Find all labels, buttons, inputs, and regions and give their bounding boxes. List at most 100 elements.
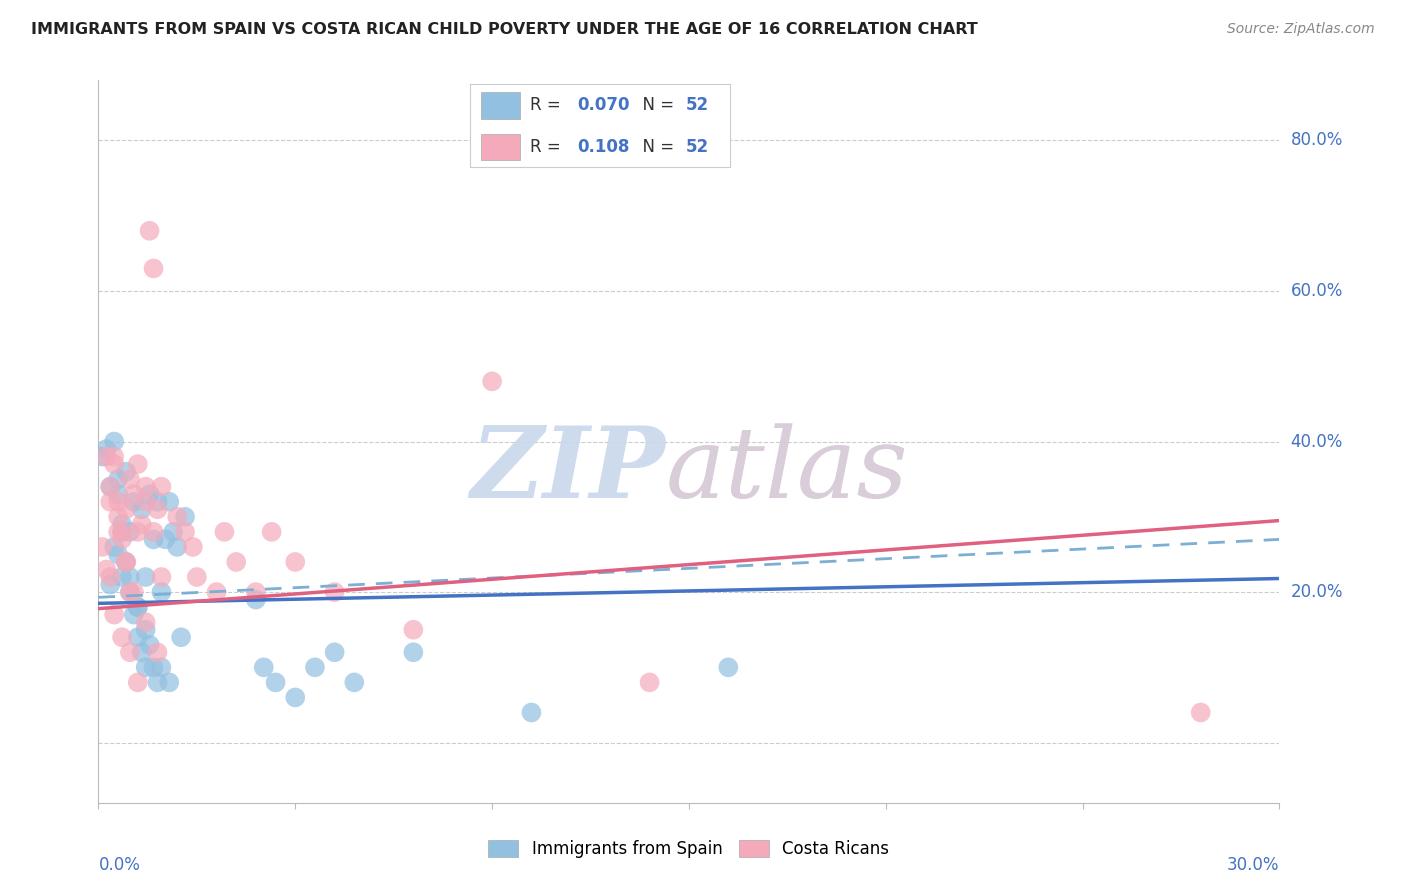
Point <box>166 509 188 524</box>
Point <box>135 615 157 630</box>
Point <box>284 690 307 705</box>
Point <box>155 533 177 547</box>
Point <box>115 555 138 569</box>
Point <box>111 630 134 644</box>
Point <box>118 472 141 486</box>
Point <box>118 585 141 599</box>
Text: 60.0%: 60.0% <box>1291 282 1343 300</box>
Point <box>118 645 141 659</box>
Point <box>638 675 661 690</box>
Point <box>284 555 307 569</box>
Point <box>253 660 276 674</box>
Point <box>520 706 543 720</box>
Point <box>131 645 153 659</box>
Point <box>103 434 125 449</box>
Point <box>142 524 165 539</box>
Point <box>162 524 184 539</box>
Point <box>122 494 145 508</box>
Point <box>115 502 138 516</box>
Point <box>115 555 138 569</box>
Point <box>103 450 125 464</box>
Point <box>103 607 125 622</box>
Point <box>245 585 267 599</box>
Point <box>245 592 267 607</box>
Point <box>98 577 121 591</box>
Text: 20.0%: 20.0% <box>1291 583 1343 601</box>
Point <box>402 623 425 637</box>
Point <box>142 261 165 276</box>
Point <box>111 533 134 547</box>
Point <box>107 548 129 562</box>
Point <box>122 487 145 501</box>
Point <box>96 562 118 576</box>
Text: 40.0%: 40.0% <box>1291 433 1343 450</box>
Point <box>260 524 283 539</box>
Text: 80.0%: 80.0% <box>1291 131 1343 150</box>
Point <box>127 600 149 615</box>
Point <box>107 509 129 524</box>
Point <box>166 540 188 554</box>
Point <box>111 570 134 584</box>
Point <box>111 517 134 532</box>
Point <box>225 555 247 569</box>
Point <box>150 480 173 494</box>
Point <box>131 517 153 532</box>
Point <box>96 450 118 464</box>
Point <box>103 540 125 554</box>
Point <box>115 465 138 479</box>
Point <box>304 660 326 674</box>
Point <box>138 224 160 238</box>
Legend: Immigrants from Spain, Costa Ricans: Immigrants from Spain, Costa Ricans <box>479 832 898 867</box>
Text: 30.0%: 30.0% <box>1227 855 1279 873</box>
Point <box>146 494 169 508</box>
Point <box>91 450 114 464</box>
Point <box>138 487 160 501</box>
Point <box>111 524 134 539</box>
Point <box>111 524 134 539</box>
Point <box>107 494 129 508</box>
Point <box>1189 706 1212 720</box>
Point <box>205 585 228 599</box>
Point <box>146 645 169 659</box>
Point <box>122 607 145 622</box>
Point <box>323 645 346 659</box>
Point <box>118 570 141 584</box>
Point <box>127 630 149 644</box>
Point <box>135 623 157 637</box>
Point <box>127 600 149 615</box>
Point <box>150 570 173 584</box>
Point <box>118 585 141 599</box>
Point <box>174 524 197 539</box>
Point <box>186 570 208 584</box>
Point <box>131 502 153 516</box>
Point <box>135 494 157 508</box>
Point <box>402 645 425 659</box>
Point <box>146 502 169 516</box>
Point <box>98 494 121 508</box>
Point <box>115 555 138 569</box>
Point <box>107 472 129 486</box>
Point <box>343 675 366 690</box>
Point <box>214 524 236 539</box>
Point <box>122 585 145 599</box>
Point <box>717 660 740 674</box>
Point <box>103 457 125 471</box>
Point <box>127 457 149 471</box>
Text: atlas: atlas <box>665 423 908 518</box>
Point <box>118 524 141 539</box>
Point <box>142 533 165 547</box>
Text: IMMIGRANTS FROM SPAIN VS COSTA RICAN CHILD POVERTY UNDER THE AGE OF 16 CORRELATI: IMMIGRANTS FROM SPAIN VS COSTA RICAN CHI… <box>31 22 977 37</box>
Point <box>181 540 204 554</box>
Point <box>98 480 121 494</box>
Text: 0.0%: 0.0% <box>98 855 141 873</box>
Point <box>127 675 149 690</box>
Point <box>174 509 197 524</box>
Point <box>135 660 157 674</box>
Point <box>170 630 193 644</box>
Text: ZIP: ZIP <box>471 422 665 518</box>
Point <box>98 480 121 494</box>
Point <box>481 374 503 388</box>
Point <box>98 570 121 584</box>
Point <box>107 487 129 501</box>
Point <box>135 480 157 494</box>
